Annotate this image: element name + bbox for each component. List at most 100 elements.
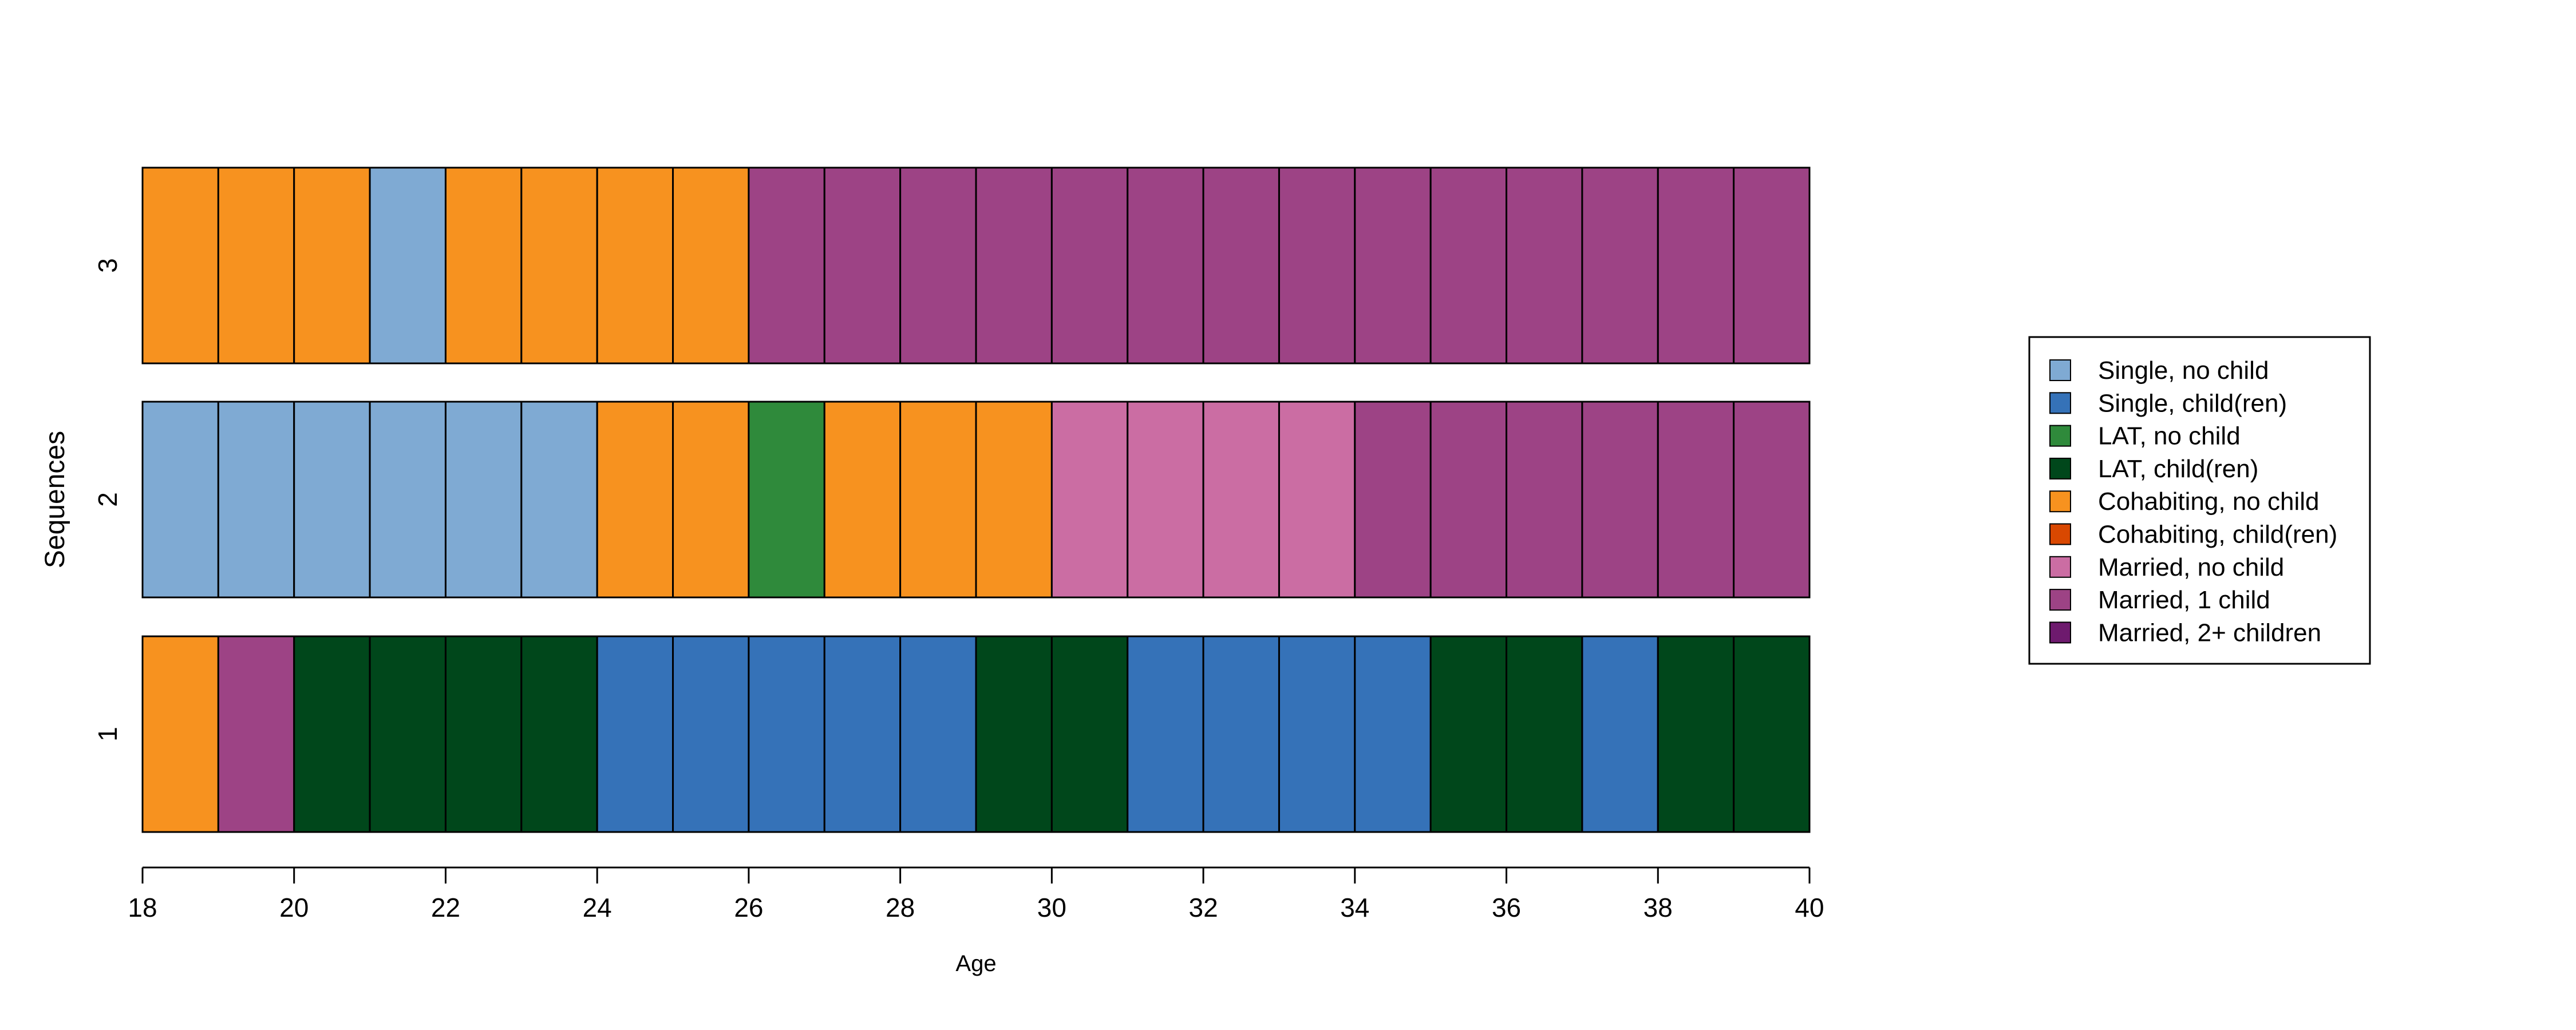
state-cell [1733,167,1811,365]
y-axis-title: Sequences [40,431,70,568]
y-axis: 1 2 3 [93,258,123,742]
sequence-row-2 [141,401,1811,599]
state-cell [899,167,977,365]
x-tick-label: 38 [1643,893,1673,922]
y-row-label: 1 [93,727,123,742]
state-cell [823,167,902,365]
x-axis-title: Age [955,951,996,976]
state-cell [1354,167,1432,365]
state-cell [1127,167,1204,365]
state-cell [823,401,902,599]
legend-label: Married, 2+ children [2098,619,2321,647]
state-cell [444,635,523,833]
state-cell [1050,401,1129,599]
state-cell [1354,635,1432,833]
state-cell [520,167,598,365]
state-cell [596,635,674,833]
state-cell [975,401,1053,599]
x-tick-label: 26 [734,893,763,922]
state-cell [293,635,371,833]
x-tick-label: 22 [431,893,460,922]
legend-swatch [2049,457,2071,480]
legend-item: Cohabiting, child(ren) [2049,521,2337,549]
state-cell [520,635,598,833]
state-cell [1506,401,1583,599]
x-tick-label: 24 [583,893,612,922]
state-cell [1278,635,1356,833]
state-cell [520,401,598,599]
legend-label: LAT, child(ren) [2098,455,2258,483]
legend-item: Married, 1 child [2049,586,2270,614]
legend-item: Single, no child [2049,356,2269,385]
state-cell [1429,635,1508,833]
state-cell [444,401,523,599]
state-cell [672,635,750,833]
state-cell [823,635,902,833]
state-cell [1127,401,1204,599]
legend-label: Married, no child [2098,553,2284,581]
legend-label: LAT, no child [2098,422,2241,450]
legend-box [2028,336,2371,665]
legend-swatch [2049,523,2071,545]
state-cell [1657,401,1735,599]
state-cell [1733,401,1811,599]
legend-item: Married, 2+ children [2049,619,2321,647]
state-cell [1050,167,1129,365]
state-cell [217,635,295,833]
legend-swatch [2049,359,2071,381]
state-cell [369,167,447,365]
state-cell [1278,167,1356,365]
state-cell [141,401,219,599]
x-axis: 18 20 22 24 26 28 30 32 34 36 38 40 [128,866,1824,922]
state-cell [369,635,447,833]
state-cell [672,167,750,365]
state-cell [293,401,371,599]
state-cell [1429,401,1508,599]
state-cell [444,167,523,365]
state-cell [1657,167,1735,365]
x-tick-label: 34 [1340,893,1369,922]
x-tick-label: 18 [128,893,157,922]
legend-swatch [2049,392,2071,414]
state-cell [596,401,674,599]
state-cell [217,167,295,365]
state-cell [1506,635,1583,833]
legend-item: Single, child(ren) [2049,389,2287,417]
state-cell [1733,635,1811,833]
state-cell [899,401,977,599]
legend-swatch [2049,556,2071,578]
state-cell [141,167,219,365]
state-cell [1581,635,1659,833]
legend-label: Single, no child [2098,356,2269,385]
state-cell [293,167,371,365]
legend: Single, no child Single, child(ren) LAT, n… [2028,336,2371,665]
state-cell [369,401,447,599]
x-tick-label: 28 [886,893,915,922]
state-cell [141,635,219,833]
legend-swatch [2049,589,2071,611]
legend-swatch [2049,621,2071,644]
state-cell [748,635,825,833]
sequence-row-1 [141,635,1811,833]
state-cell [1050,635,1129,833]
legend-swatch [2049,490,2071,513]
state-cell [748,401,825,599]
sequence-bars [141,167,1811,833]
state-cell [1127,635,1204,833]
state-cell [1354,401,1432,599]
state-cell [975,635,1053,833]
x-tick-label: 32 [1189,893,1218,922]
state-cell [899,635,977,833]
legend-item: LAT, child(ren) [2049,455,2258,483]
state-cell [975,167,1053,365]
state-cell [1581,401,1659,599]
x-tick-label: 36 [1492,893,1521,922]
state-cell [672,401,750,599]
x-tick-label: 40 [1795,893,1824,922]
legend-label: Cohabiting, child(ren) [2098,521,2337,549]
state-cell [1506,167,1583,365]
x-tick-label: 20 [279,893,309,922]
y-row-label: 3 [93,258,123,273]
legend-label: Single, child(ren) [2098,389,2287,417]
